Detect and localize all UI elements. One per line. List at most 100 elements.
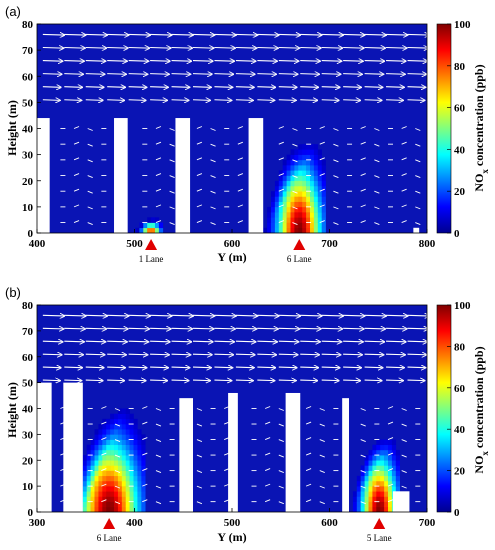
concentration-cell-a-1 xyxy=(321,175,326,182)
concentration-cell-b-1 xyxy=(384,460,389,466)
panel-b-y-ticks: 0 10 20 30 40 50 60 70 80 xyxy=(22,300,41,519)
wind-vector xyxy=(300,354,319,355)
panel-a-y-label: Height (m) xyxy=(5,100,19,156)
concentration-cell-b-0 xyxy=(90,455,95,461)
concentration-cell-b-0 xyxy=(121,465,127,471)
wind-vector xyxy=(85,354,105,355)
concentration-cell-a-1 xyxy=(321,217,326,223)
canyon-vector xyxy=(114,470,121,474)
wind-vector xyxy=(85,380,103,381)
concentration-cell-b-0 xyxy=(121,491,127,497)
canyon-vector xyxy=(333,175,339,178)
panel-b-lane-markers: 6 Lane 5 Lane xyxy=(97,518,392,543)
concentration-cell-a-1 xyxy=(267,227,272,233)
concentration-cell-b-1 xyxy=(388,439,393,446)
concentration-cell-b-0 xyxy=(82,491,88,497)
canyon-vector xyxy=(142,499,148,503)
concentration-cell-a-1 xyxy=(317,212,322,218)
canyon-vector xyxy=(114,485,121,489)
concentration-cell-b-0 xyxy=(137,439,142,446)
concentration-cell-b-0 xyxy=(137,429,142,435)
concentration-cell-b-0 xyxy=(125,434,130,440)
concentration-cell-b-1 xyxy=(384,506,389,512)
concentration-cell-b-0 xyxy=(133,455,138,461)
canyon-vector xyxy=(264,499,271,503)
concentration-cell-b-0 xyxy=(125,501,130,508)
concentration-cell-b-1 xyxy=(360,475,365,482)
canyon-vector xyxy=(264,406,271,409)
concentration-cell-b-0 xyxy=(114,413,119,420)
concentration-cell-b-0 xyxy=(121,444,127,451)
wind-vector xyxy=(214,341,234,342)
canyon-vector xyxy=(278,141,284,145)
concentration-cell-b-1 xyxy=(391,475,397,482)
wind-vector xyxy=(343,87,361,88)
canyon-vector xyxy=(237,157,244,161)
canyon-vector xyxy=(73,173,80,176)
concentration-cell-b-0 xyxy=(137,486,142,492)
canyon-vector xyxy=(278,220,284,223)
canyon-vector xyxy=(224,452,230,456)
concentration-cell-b-0 xyxy=(117,408,123,414)
concentration-cell-b-0 xyxy=(125,480,130,487)
concentration-cell-a-1 xyxy=(294,175,299,182)
concentration-cell-b-0 xyxy=(125,460,130,466)
wind-vector xyxy=(171,48,192,49)
concentration-cell-b-1 xyxy=(380,496,385,502)
concentration-cell-b-1 xyxy=(368,501,373,508)
concentration-cell-b-1 xyxy=(380,470,385,477)
wind-vector xyxy=(364,341,385,342)
concentration-cell-b-1 xyxy=(368,470,373,477)
panel-a-x-label: Y (m) xyxy=(217,250,246,264)
canyon-vector xyxy=(401,188,407,192)
concentration-cell-a-1 xyxy=(294,212,299,218)
concentration-cell-a-1 xyxy=(282,191,287,197)
concentration-cell-a-1 xyxy=(294,217,299,223)
canyon-vector xyxy=(155,408,162,411)
concentration-cell-a-1 xyxy=(317,165,322,171)
wind-vector xyxy=(128,100,146,101)
concentration-cell-b-1 xyxy=(352,506,358,512)
canyon-vector xyxy=(305,437,312,440)
concentration-cell-b-1 xyxy=(384,470,389,477)
wind-vector xyxy=(42,74,62,75)
canyon-vector xyxy=(196,485,203,489)
canyon-vector xyxy=(196,220,203,223)
concentration-cell-a-1 xyxy=(310,170,315,176)
concentration-cell-a-1 xyxy=(282,185,287,192)
wind-vector xyxy=(85,100,103,101)
canyon-vector xyxy=(210,128,216,131)
wind-vector xyxy=(171,367,190,368)
concentration-cell-a-1 xyxy=(278,196,283,202)
concentration-cell-a-1 xyxy=(317,175,322,182)
concentration-cell-b-0 xyxy=(102,475,107,482)
canyon-vector xyxy=(101,468,107,472)
lane-marker-triangle xyxy=(373,518,386,529)
concentration-cell-b-0 xyxy=(117,434,123,440)
concentration-cell-b-0 xyxy=(125,449,130,456)
concentration-cell-b-0 xyxy=(106,439,111,446)
canyon-vector xyxy=(224,468,230,472)
concentration-cell-a-1 xyxy=(294,206,299,213)
concentration-cell-b-0 xyxy=(129,455,134,461)
concentration-cell-b-0 xyxy=(114,449,119,456)
concentration-cell-b-0 xyxy=(110,460,115,466)
canyon-vector xyxy=(374,175,380,178)
canyon-vector xyxy=(169,222,175,225)
concentration-cell-b-0 xyxy=(82,460,88,466)
y-tick-label: 80 xyxy=(22,19,34,31)
concentration-cell-b-1 xyxy=(395,449,400,456)
concentration-cell-b-0 xyxy=(82,506,88,512)
concentration-cell-b-0 xyxy=(141,496,146,502)
canyon-vector xyxy=(196,204,203,208)
concentration-cell-b-0 xyxy=(90,480,95,487)
concentration-cell-a-1 xyxy=(290,185,295,192)
concentration-cell-b-1 xyxy=(388,475,393,482)
concentration-cell-b-0 xyxy=(117,486,123,492)
concentration-cell-a-1 xyxy=(274,201,280,208)
canyon-vector xyxy=(292,175,298,178)
concentration-cell-b-0 xyxy=(94,429,99,435)
canyon-vector xyxy=(114,439,121,442)
concentration-cell-b-1 xyxy=(372,460,377,466)
canyon-vector xyxy=(101,499,107,503)
